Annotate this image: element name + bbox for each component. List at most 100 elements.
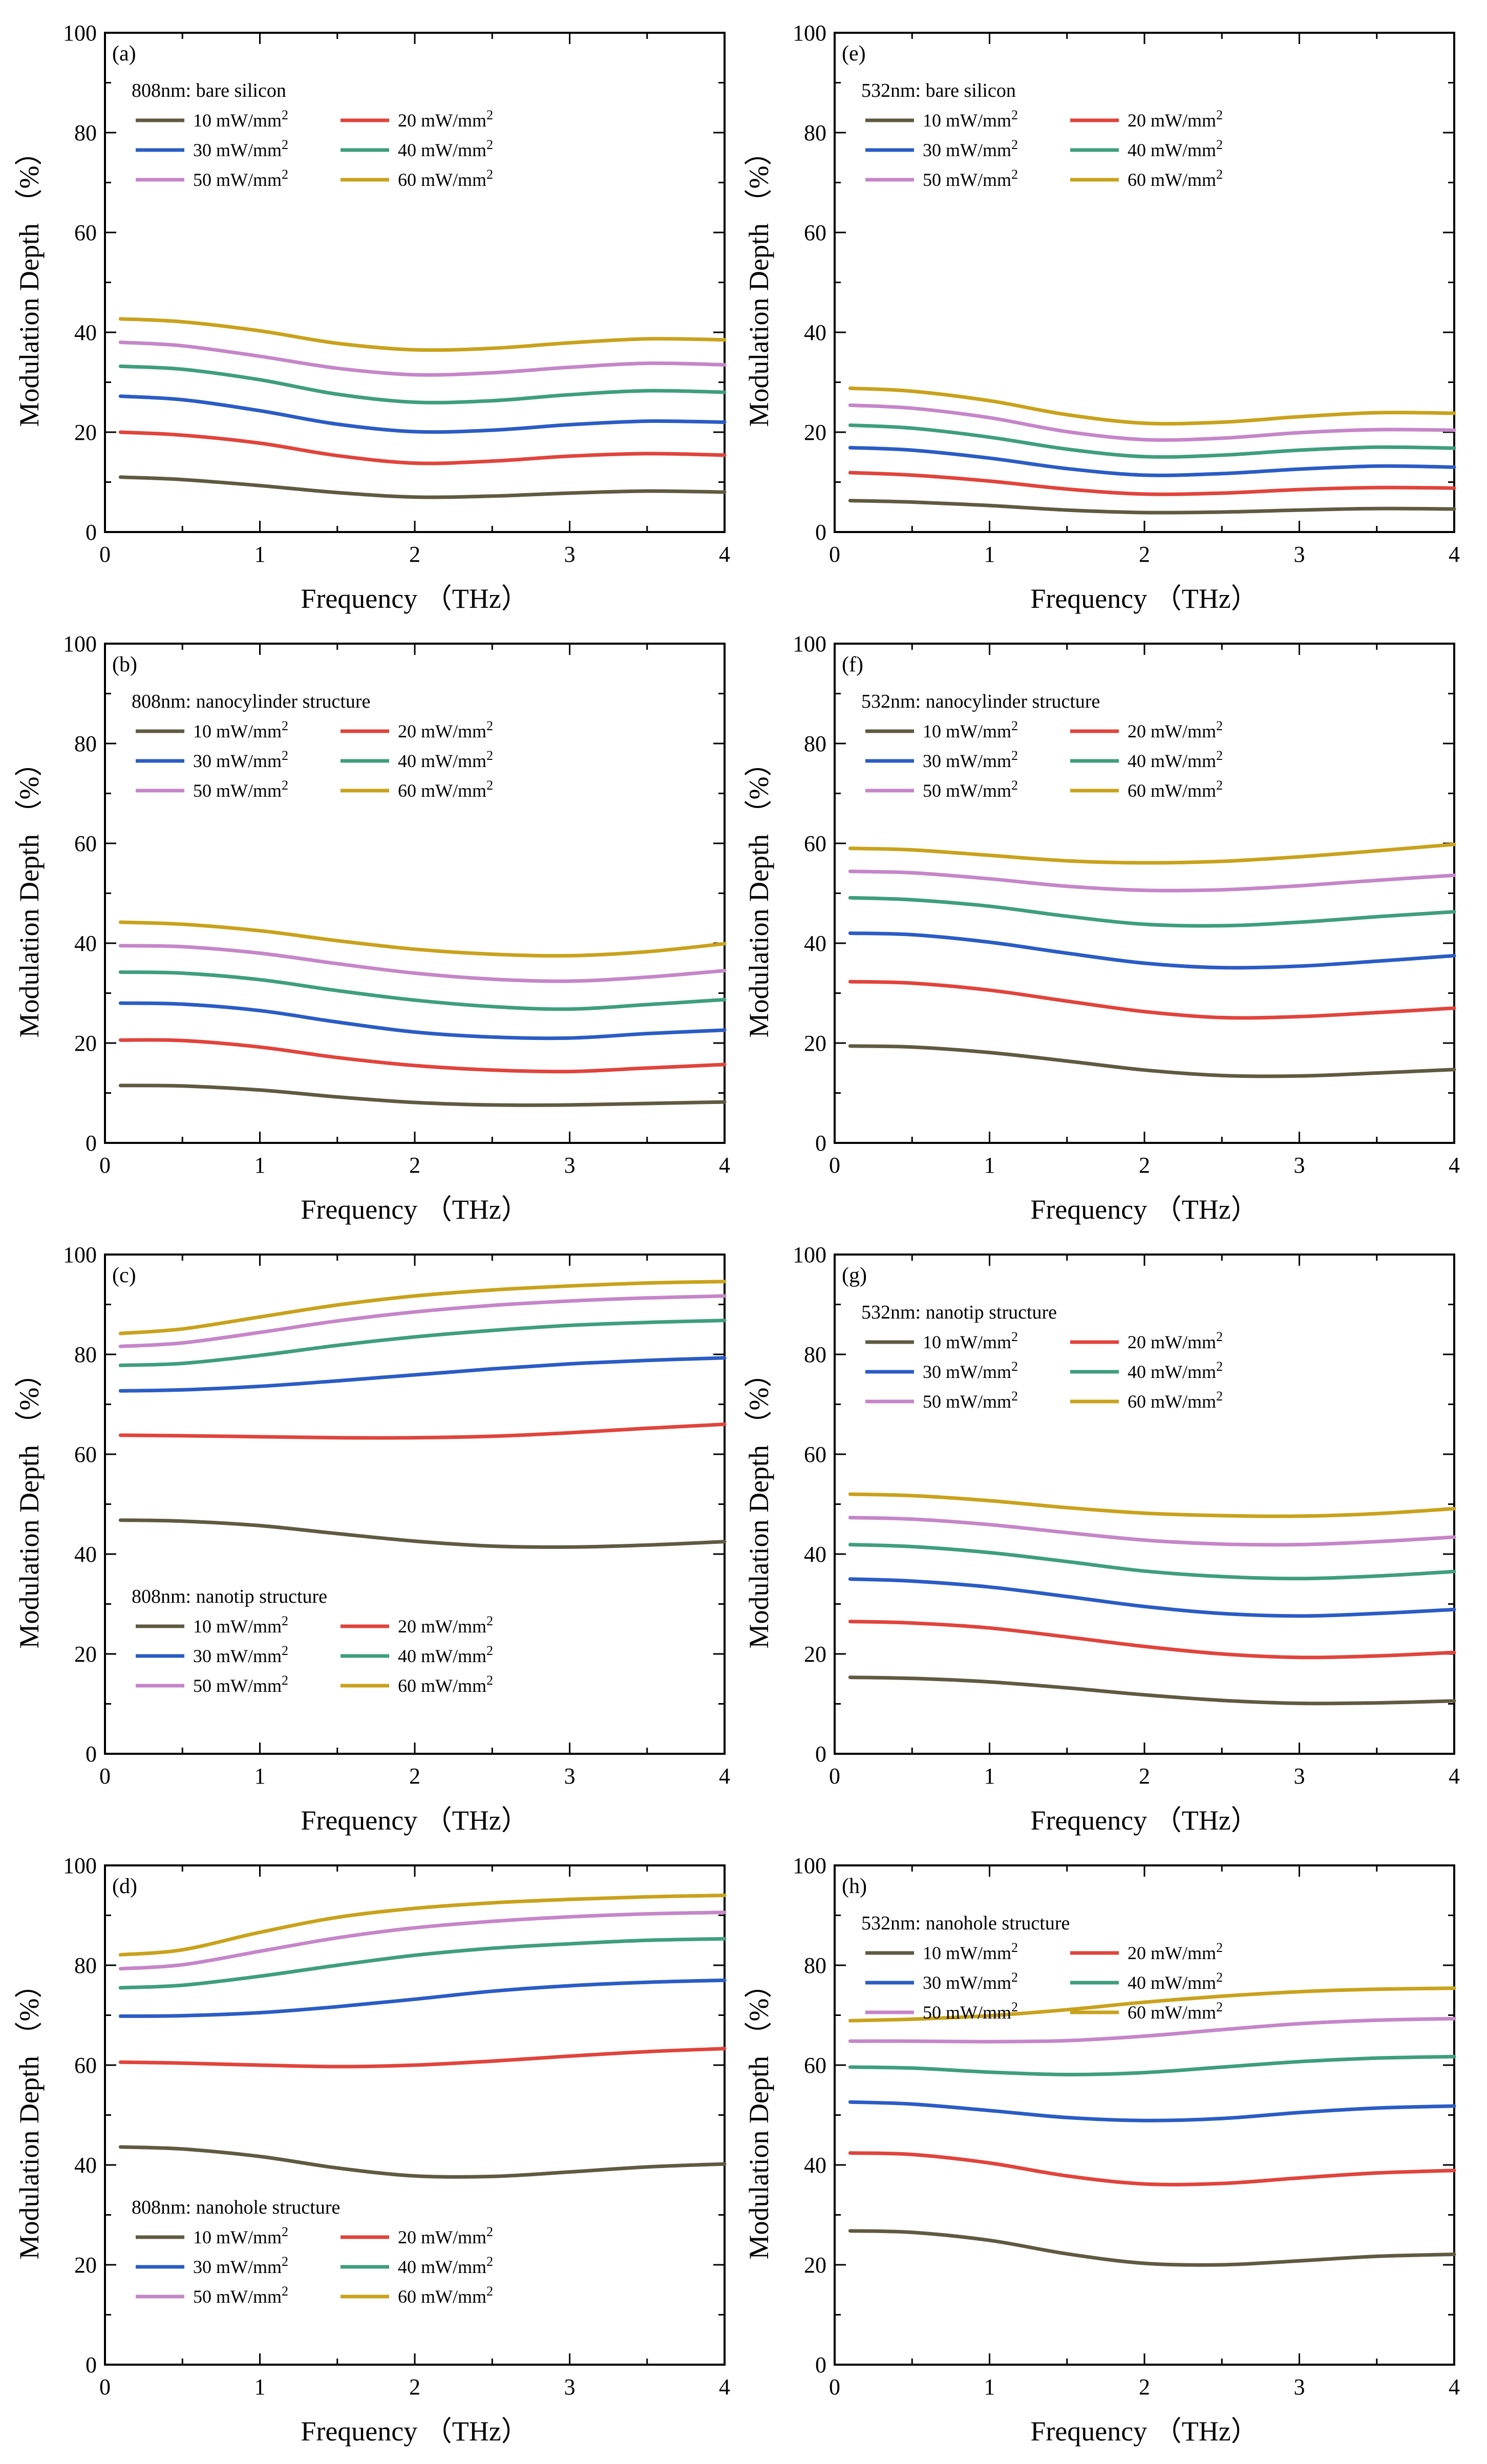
x-tick-label: 3 xyxy=(564,1764,576,1789)
y-axis-title: Modulation Depth （%） xyxy=(744,138,774,427)
series-line-20mw xyxy=(118,430,727,465)
series-line-40mw xyxy=(118,970,727,1011)
x-tick-label: 2 xyxy=(409,2374,420,2399)
x-tick-label: 1 xyxy=(254,1153,266,1178)
legend-label: 40 mW/mm2 xyxy=(1128,1359,1223,1382)
series-line-30mw xyxy=(118,1356,727,1393)
legend-label: 60 mW/mm2 xyxy=(398,2284,493,2307)
x-tick-label: 0 xyxy=(829,542,840,567)
y-axis-title: Modulation Depth （%） xyxy=(14,749,45,1038)
x-tick-label: 4 xyxy=(1449,542,1460,567)
x-tick-label: 1 xyxy=(984,1764,995,1789)
x-axis-title: Frequency （THz） xyxy=(301,1805,528,1836)
legend-label: 10 mW/mm2 xyxy=(923,1329,1018,1352)
legend-label: 30 mW/mm2 xyxy=(193,137,288,160)
y-tick-label: 0 xyxy=(815,1741,826,1767)
legend-label: 30 mW/mm2 xyxy=(193,1643,288,1666)
series-line-30mw xyxy=(118,1978,727,2018)
y-tick-label: 60 xyxy=(74,831,97,856)
y-tick-label: 0 xyxy=(86,1131,97,1156)
legend-title: 532nm: nanocylinder structure xyxy=(861,691,1100,712)
x-tick-label: 2 xyxy=(409,542,420,567)
x-tick-label: 3 xyxy=(564,542,576,567)
legend-label: 10 mW/mm2 xyxy=(923,1940,1018,1963)
legend-title: 808nm: nanocylinder structure xyxy=(132,691,370,712)
legend-label: 30 mW/mm2 xyxy=(923,748,1018,771)
series-line-40mw xyxy=(848,1543,1456,1581)
series-line-20mw xyxy=(848,471,1456,496)
series-line-10mw xyxy=(848,2229,1456,2267)
series-line-20mw xyxy=(848,1620,1456,1660)
y-tick-label: 100 xyxy=(793,1242,826,1267)
x-tick-label: 0 xyxy=(99,542,111,567)
x-tick-label: 2 xyxy=(1139,2374,1150,2399)
panel-label: (e) xyxy=(842,42,866,66)
y-tick-label: 20 xyxy=(804,1031,826,1056)
x-axis-title: Frequency （THz） xyxy=(1030,1805,1258,1836)
series-line-30mw xyxy=(848,931,1456,970)
legend-label: 20 mW/mm2 xyxy=(1128,1329,1223,1352)
x-tick-label: 0 xyxy=(99,2374,111,2399)
x-tick-label: 1 xyxy=(254,542,266,567)
y-tick-label: 20 xyxy=(74,1031,97,1056)
legend-label: 20 mW/mm2 xyxy=(1128,1940,1223,1963)
y-tick-label: 0 xyxy=(815,1131,826,1156)
legend-label: 10 mW/mm2 xyxy=(193,2224,288,2247)
y-tick-label: 80 xyxy=(74,1953,97,1978)
legend: 532nm: nanocylinder structure 10 mW/mm2 20… xyxy=(861,691,1223,801)
y-tick-label: 100 xyxy=(793,631,826,656)
y-tick-label: 80 xyxy=(804,1342,826,1367)
legend-label: 50 mW/mm2 xyxy=(193,778,288,801)
y-tick-label: 40 xyxy=(804,931,826,956)
legend-label: 40 mW/mm2 xyxy=(398,2254,493,2277)
series-line-30mw xyxy=(848,2100,1456,2122)
y-axis-title: Modulation Depth （%） xyxy=(14,1360,45,1649)
legend-label: 50 mW/mm2 xyxy=(193,167,288,190)
x-tick-label: 1 xyxy=(984,2374,995,2399)
series-line-10mw xyxy=(118,475,727,499)
y-tick-label: 0 xyxy=(815,2352,826,2377)
y-tick-label: 20 xyxy=(804,420,826,445)
legend-title: 532nm: bare silicon xyxy=(861,80,1016,101)
legend-label: 20 mW/mm2 xyxy=(1128,108,1223,131)
legend-label: 20 mW/mm2 xyxy=(398,718,493,741)
x-tick-label: 4 xyxy=(719,542,730,567)
y-tick-label: 60 xyxy=(74,1442,97,1467)
y-tick-label: 100 xyxy=(63,631,97,656)
y-tick-label: 60 xyxy=(74,220,97,245)
x-tick-label: 2 xyxy=(1139,1153,1150,1178)
y-tick-label: 100 xyxy=(63,1242,97,1267)
x-tick-label: 3 xyxy=(564,2374,576,2399)
y-axis-title: Modulation Depth （%） xyxy=(744,749,774,1038)
legend-label: 40 mW/mm2 xyxy=(1128,137,1223,160)
series-line-30mw xyxy=(848,1577,1456,1618)
panel-label: (h) xyxy=(842,1875,867,1898)
x-tick-label: 3 xyxy=(1294,2374,1305,2399)
y-tick-label: 60 xyxy=(804,220,826,245)
y-tick-label: 0 xyxy=(86,1741,97,1767)
legend: 808nm: bare silicon 10 mW/mm2 20 mW/mm2 30 … xyxy=(132,80,493,190)
legend-label: 30 mW/mm2 xyxy=(923,1359,1018,1382)
series-line-50mw xyxy=(118,341,727,377)
legend: 532nm: nanohole structure 10 mW/mm2 20 mW/… xyxy=(861,1913,1223,2023)
x-tick-label: 4 xyxy=(1449,1764,1460,1789)
panel-label: (a) xyxy=(112,42,136,66)
legend: 808nm: nanohole structure 10 mW/mm2 20 mW/… xyxy=(132,2197,493,2307)
legend: 808nm: nanocylinder structure 10 mW/mm2 20… xyxy=(132,691,493,801)
x-axis-title: Frequency （THz） xyxy=(301,1194,528,1225)
legend-label: 60 mW/mm2 xyxy=(398,167,493,190)
series-line-10mw xyxy=(848,1675,1456,1706)
legend-title: 808nm: nanohole structure xyxy=(132,2197,340,2218)
legend-label: 10 mW/mm2 xyxy=(193,1613,288,1637)
legend-label: 40 mW/mm2 xyxy=(398,1643,493,1666)
series-line-50mw xyxy=(848,1516,1456,1547)
series-line-10mw xyxy=(118,2145,727,2179)
series-line-40mw xyxy=(848,423,1456,459)
y-tick-label: 60 xyxy=(804,1442,826,1467)
series-line-30mw xyxy=(848,445,1456,477)
series-line-20mw xyxy=(118,1038,727,1074)
